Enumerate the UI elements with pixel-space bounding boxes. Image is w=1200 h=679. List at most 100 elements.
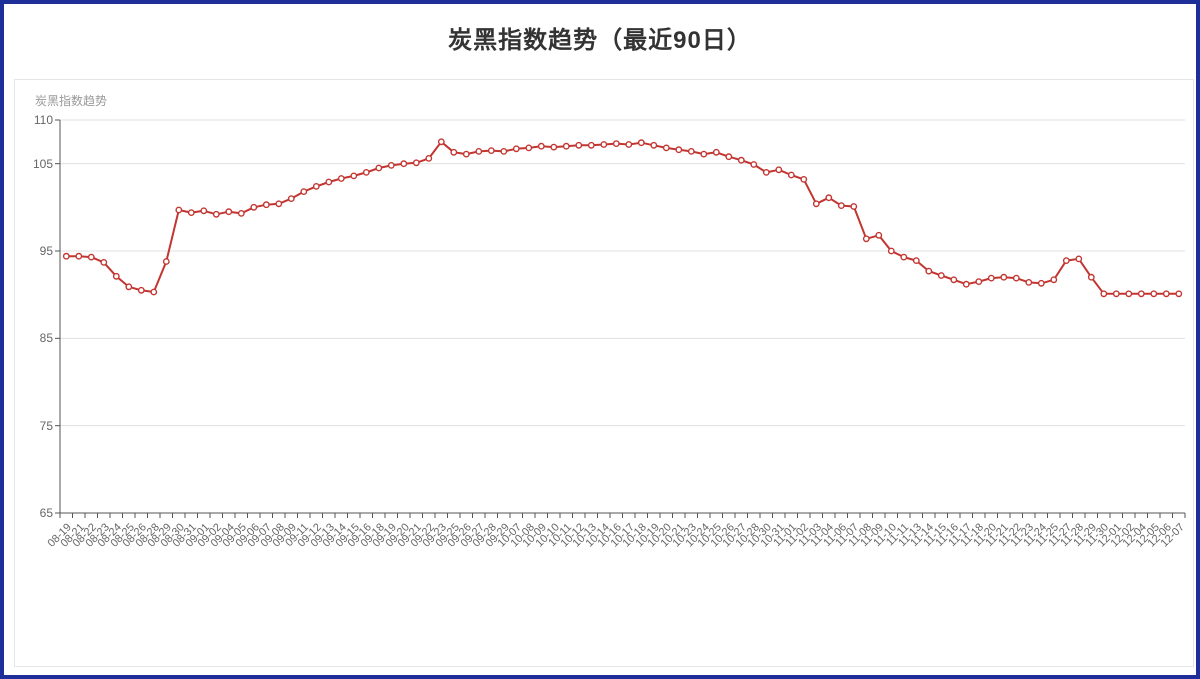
data-point[interactable] <box>775 166 783 174</box>
data-point[interactable] <box>975 278 983 286</box>
data-point[interactable] <box>337 175 345 182</box>
data-point[interactable] <box>187 209 195 217</box>
data-point[interactable] <box>325 178 333 186</box>
data-point[interactable] <box>787 171 795 179</box>
data-point[interactable] <box>1087 273 1095 281</box>
data-point[interactable] <box>412 159 420 167</box>
data-point[interactable] <box>375 164 383 172</box>
data-point[interactable] <box>800 176 808 183</box>
data-point[interactable] <box>550 143 558 151</box>
data-point[interactable] <box>575 141 583 149</box>
data-point[interactable] <box>225 208 233 216</box>
y-axis-name: 炭黑指数趋势 <box>35 94 108 108</box>
data-point[interactable] <box>875 231 883 239</box>
data-point[interactable] <box>312 183 320 190</box>
data-point[interactable] <box>962 280 970 288</box>
y-axis-label: 110 <box>33 113 53 127</box>
data-point[interactable] <box>437 138 445 146</box>
data-point[interactable] <box>500 148 508 155</box>
data-point[interactable] <box>637 139 645 147</box>
data-point[interactable] <box>450 148 458 156</box>
data-point[interactable] <box>737 156 745 164</box>
data-point[interactable] <box>937 272 945 279</box>
data-point[interactable] <box>362 169 370 176</box>
data-point[interactable] <box>425 155 433 162</box>
data-point[interactable] <box>950 276 958 284</box>
data-point[interactable] <box>662 144 670 152</box>
data-point[interactable] <box>350 172 358 180</box>
data-point[interactable] <box>687 148 695 155</box>
data-point[interactable] <box>900 253 908 261</box>
data-point[interactable] <box>812 200 820 208</box>
data-point[interactable] <box>150 288 158 296</box>
y-axis-label: 65 <box>39 506 53 520</box>
data-point[interactable] <box>237 209 245 217</box>
data-point[interactable] <box>462 150 470 158</box>
data-point[interactable] <box>1000 273 1008 281</box>
data-point[interactable] <box>300 188 308 196</box>
data-point[interactable] <box>1025 278 1033 286</box>
data-point[interactable] <box>62 252 70 260</box>
data-point[interactable] <box>525 144 533 152</box>
chart-canvas <box>55 119 1186 518</box>
data-point[interactable] <box>1137 290 1145 298</box>
data-point[interactable] <box>200 207 208 215</box>
data-point[interactable] <box>400 160 408 168</box>
data-point[interactable] <box>75 252 83 260</box>
page-title: 炭黑指数趋势（最近90日） <box>448 27 752 54</box>
data-point[interactable] <box>1125 290 1133 298</box>
data-point[interactable] <box>1075 255 1083 263</box>
data-point[interactable] <box>1100 290 1108 298</box>
data-point[interactable] <box>125 283 133 291</box>
data-point[interactable] <box>1037 279 1045 287</box>
data-point[interactable] <box>887 247 895 255</box>
data-point[interactable] <box>212 210 220 218</box>
data-point[interactable] <box>725 153 733 161</box>
data-point[interactable] <box>600 141 608 148</box>
data-point[interactable] <box>712 148 720 156</box>
data-point[interactable] <box>762 169 770 176</box>
data-point[interactable] <box>862 235 870 243</box>
data-point[interactable] <box>837 202 845 210</box>
data-point[interactable] <box>625 141 633 148</box>
data-point[interactable] <box>587 141 595 149</box>
data-point[interactable] <box>1175 290 1183 298</box>
data-point[interactable] <box>250 203 258 211</box>
y-axis-label: 75 <box>39 418 53 433</box>
y-axis-label: 85 <box>39 331 53 346</box>
data-point[interactable] <box>387 162 395 169</box>
data-point[interactable] <box>700 150 708 158</box>
data-point[interactable] <box>850 203 858 210</box>
data-point[interactable] <box>925 267 933 275</box>
data-point[interactable] <box>287 195 295 203</box>
data-point[interactable] <box>537 142 545 150</box>
data-point[interactable] <box>112 272 120 280</box>
data-point[interactable] <box>675 146 683 154</box>
data-point[interactable] <box>1150 290 1158 298</box>
data-point[interactable] <box>87 253 95 261</box>
trend-line-chart[interactable]: 65 75 85 95 105 110 08-19 08-21 08-22 08-23 08-24… <box>15 80 1193 585</box>
data-point[interactable] <box>750 161 758 168</box>
data-point[interactable] <box>1062 257 1070 265</box>
data-point[interactable] <box>275 200 283 208</box>
data-point[interactable] <box>487 147 495 155</box>
data-point[interactable] <box>162 258 170 265</box>
data-point[interactable] <box>612 140 620 147</box>
data-point[interactable] <box>1050 276 1058 284</box>
data-point[interactable] <box>825 194 833 202</box>
trend-line <box>65 140 1180 295</box>
data-point[interactable] <box>987 274 995 282</box>
data-point[interactable] <box>912 257 920 265</box>
data-point[interactable] <box>1112 290 1120 298</box>
data-point[interactable] <box>100 258 108 266</box>
data-point[interactable] <box>1162 290 1170 298</box>
data-point[interactable] <box>650 141 658 149</box>
data-point[interactable] <box>512 145 520 153</box>
data-point[interactable] <box>137 286 145 294</box>
data-point[interactable] <box>562 142 570 150</box>
data-point[interactable] <box>1012 274 1020 282</box>
data-point[interactable] <box>262 201 270 209</box>
data-point[interactable] <box>175 206 183 214</box>
data-point[interactable] <box>475 148 483 155</box>
